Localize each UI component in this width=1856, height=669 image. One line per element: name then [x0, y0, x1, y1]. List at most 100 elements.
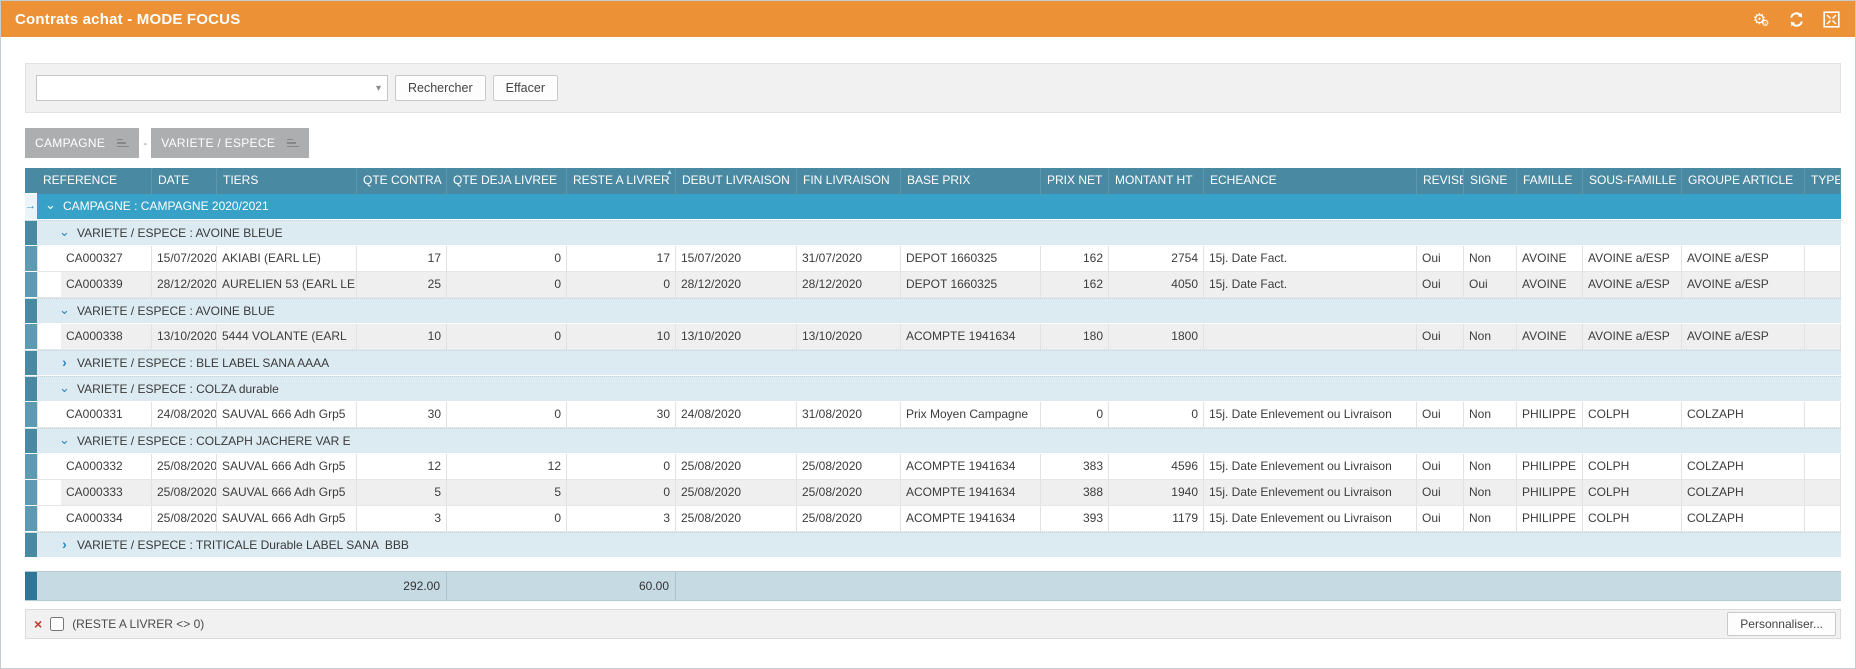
column-header-qte_deja_livree[interactable]: QTE DEJA LIVREE	[447, 168, 567, 194]
cell-base_prix: ACOMPTE 1941634	[901, 324, 1041, 350]
column-header-signe[interactable]: SIGNE	[1464, 168, 1517, 194]
row-indicator	[25, 506, 37, 532]
table-row[interactable]: CA00032715/07/2020AKIABI (EARL LE)170171…	[25, 246, 1841, 272]
cell-qte_contra: 17	[357, 246, 447, 272]
clear-button[interactable]: Effacer	[493, 75, 558, 101]
collapse-group-icon[interactable]: ⌄	[59, 221, 70, 244]
column-header-echeance[interactable]: ECHEANCE	[1204, 168, 1417, 194]
column-header-reste_a_livrer[interactable]: RESTE A LIVRER▲	[567, 168, 676, 194]
cell-reference: CA000333	[61, 480, 152, 506]
cell-qte_deja_livree: 0	[447, 324, 567, 350]
column-header-reference[interactable]: REFERENCE	[37, 168, 152, 194]
cell-type	[1805, 506, 1841, 532]
column-header-fin_livraison[interactable]: FIN LIVRAISON	[797, 168, 901, 194]
chevron-down-icon: ▾	[376, 83, 381, 94]
table-row[interactable]: CA00033813/10/20205444 VOLANTE (EARL1001…	[25, 324, 1841, 350]
expand-group-icon[interactable]: ›	[59, 533, 70, 557]
column-header-famille[interactable]: FAMILLE	[1517, 168, 1583, 194]
group-cell: ⌄ VARIETE / ESPECE : COLZAPH JACHERE VAR …	[37, 429, 1841, 454]
chip-connector: -	[143, 136, 147, 150]
column-header-type[interactable]: TYPE	[1805, 168, 1841, 194]
table-row[interactable]: CA00033425/08/2020SAUVAL 666 Adh Grp5303…	[25, 506, 1841, 532]
column-header-prix_net[interactable]: PRIX NET	[1041, 168, 1109, 194]
row-indicator	[25, 533, 37, 558]
column-header-qte_contra[interactable]: QTE CONTRA	[357, 168, 447, 194]
group-row-variete-espece[interactable]: › VARIETE / ESPECE : TRITICALE Durable LA…	[25, 532, 1841, 558]
table-row[interactable]: CA00033124/08/2020SAUVAL 666 Adh Grp5300…	[25, 402, 1841, 428]
group-row-variete-espece[interactable]: ⌄VARIETE / ESPECE : AVOINE BLEUE	[25, 220, 1841, 246]
refresh-icon[interactable]	[1786, 9, 1806, 29]
cell-revise: Oui	[1417, 324, 1464, 350]
cell-prix_net: 393	[1041, 506, 1109, 532]
filter-checkbox[interactable]	[50, 617, 64, 631]
cell-base_prix: ACOMPTE 1941634	[901, 454, 1041, 480]
group-row-variete-espece[interactable]: ⌄ VARIETE / ESPECE : COLZAPH JACHERE VAR …	[25, 428, 1841, 454]
total-famille	[1517, 572, 1583, 600]
expand-group-icon[interactable]: ›	[59, 351, 70, 375]
cell-date: 13/10/2020	[152, 324, 217, 350]
total-montant_ht	[1109, 572, 1204, 600]
group-indent	[37, 480, 61, 506]
group-row-variete-espece[interactable]: ›VARIETE / ESPECE : BLE LABEL SANA AAAA	[25, 350, 1841, 376]
collapse-group-icon[interactable]: ⌄	[59, 299, 70, 322]
column-header-revise[interactable]: REVISE	[1417, 168, 1464, 194]
cell-reste_a_livrer: 30	[567, 402, 676, 428]
cell-base_prix: ACOMPTE 1941634	[901, 480, 1041, 506]
collapse-group-icon[interactable]: ⌄	[59, 377, 70, 400]
row-indicator	[25, 480, 37, 506]
search-combobox[interactable]: ▾	[36, 75, 388, 101]
cell-debut_livraison: 13/10/2020	[676, 324, 797, 350]
group-chip-campagne[interactable]: CAMPAGNE	[25, 128, 139, 158]
group-label: VARIETE / ESPECE : TRITICALE Durable LAB…	[77, 533, 409, 558]
cell-reference: CA000338	[61, 324, 152, 350]
group-label: VARIETE / ESPECE : COLZAPH JACHERE VAR E	[77, 429, 351, 454]
search-button[interactable]: Rechercher	[395, 75, 486, 101]
cell-revise: Oui	[1417, 480, 1464, 506]
table-row[interactable]: CA00033225/08/2020SAUVAL 666 Adh Grp5121…	[25, 454, 1841, 480]
column-header-debut_livraison[interactable]: DEBUT LIVRAISON	[676, 168, 797, 194]
total-revise	[1417, 572, 1464, 600]
total-reference	[37, 572, 152, 600]
column-header-groupe_article[interactable]: GROUPE ARTICLE	[1682, 168, 1805, 194]
group-cell: ⌄VARIETE / ESPECE : AVOINE BLUE	[37, 299, 1841, 324]
cell-qte_contra: 5	[357, 480, 447, 506]
collapse-group-icon[interactable]: ⌄	[59, 429, 70, 452]
cell-tiers: SAUVAL 666 Adh Grp5	[217, 506, 357, 532]
group-row-variete-espece[interactable]: ⌄VARIETE / ESPECE : COLZA durable	[25, 376, 1841, 402]
cell-famille: PHILIPPE	[1517, 402, 1583, 428]
collapse-group-icon[interactable]: ⌄	[45, 194, 56, 217]
column-header-base_prix[interactable]: BASE PRIX	[901, 168, 1041, 194]
cell-type	[1805, 402, 1841, 428]
row-indicator: →	[25, 194, 37, 220]
column-header-montant_ht[interactable]: MONTANT HT	[1109, 168, 1204, 194]
cell-montant_ht: 4596	[1109, 454, 1204, 480]
total-fin_livraison	[797, 572, 901, 600]
cell-fin_livraison: 28/12/2020	[797, 272, 901, 298]
table-row[interactable]: CA00033928/12/2020AURELIEN 53 (EARL LE25…	[25, 272, 1841, 298]
search-panel: ▾ Rechercher Effacer	[25, 63, 1841, 113]
cell-debut_livraison: 25/08/2020	[676, 480, 797, 506]
total-prix_net	[1041, 572, 1109, 600]
row-indicator	[25, 324, 37, 350]
column-header-tiers[interactable]: TIERS	[217, 168, 357, 194]
group-cell: ⌄VARIETE / ESPECE : COLZA durable	[37, 377, 1841, 402]
column-header-date[interactable]: DATE	[152, 168, 217, 194]
cell-prix_net: 162	[1041, 272, 1109, 298]
group-row-variete-espece[interactable]: ⌄VARIETE / ESPECE : AVOINE BLUE	[25, 298, 1841, 324]
compress-icon[interactable]	[1821, 9, 1841, 29]
cell-date: 25/08/2020	[152, 454, 217, 480]
cell-type	[1805, 480, 1841, 506]
total-debut_livraison	[676, 572, 797, 600]
group-chip-variete-espece[interactable]: VARIETE / ESPECE	[151, 128, 309, 158]
table-row[interactable]: CA00033325/08/2020SAUVAL 666 Adh Grp5550…	[25, 480, 1841, 506]
gears-icon[interactable]: ⚙⚙	[1751, 9, 1771, 29]
contracts-grid: REFERENCEDATETIERSQTE CONTRAQTE DEJA LIV…	[25, 168, 1841, 601]
customize-button[interactable]: Personnaliser...	[1727, 612, 1836, 636]
cell-prix_net: 162	[1041, 246, 1109, 272]
group-indent	[37, 454, 61, 480]
group-chip-label: VARIETE / ESPECE	[161, 136, 275, 150]
group-row-campagne[interactable]: →⌄CAMPAGNE : CAMPAGNE 2020/2021	[25, 194, 1841, 220]
cell-groupe_article: AVOINE a/ESP	[1682, 272, 1805, 298]
column-header-sous_famille[interactable]: SOUS-FAMILLE	[1583, 168, 1682, 194]
close-filter-icon[interactable]: ×	[34, 617, 42, 631]
